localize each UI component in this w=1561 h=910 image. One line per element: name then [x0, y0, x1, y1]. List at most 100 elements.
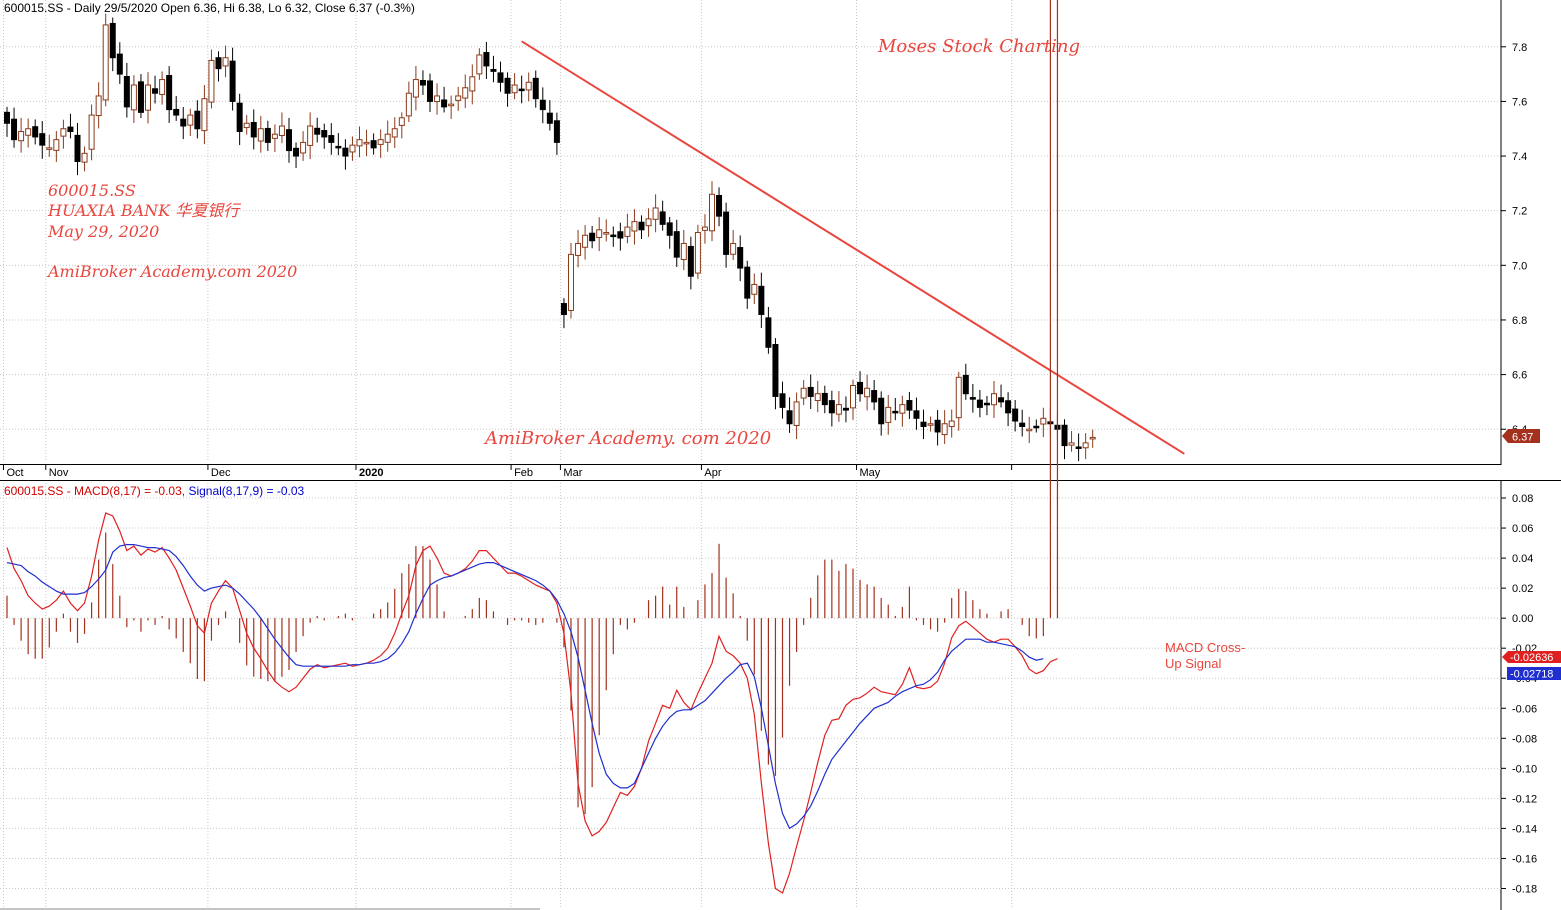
candle-body	[864, 387, 871, 398]
candle-body	[434, 95, 441, 103]
candle-body	[4, 111, 10, 124]
candle-body	[53, 139, 60, 151]
candle-body	[109, 22, 116, 59]
watermark-left: AmiBroker Academy.com 2020	[46, 262, 297, 281]
candle-body	[483, 52, 490, 67]
candle-body	[652, 207, 659, 220]
candle-body	[342, 147, 349, 157]
symbol-annotation: 600015.SS	[48, 181, 136, 200]
candle-body	[885, 406, 892, 423]
candle-body	[568, 253, 574, 311]
candle-body	[575, 242, 582, 256]
candle-body	[476, 54, 483, 75]
candle-body	[95, 95, 102, 117]
signal-last-value-label: -0.02718	[1510, 669, 1553, 681]
candle-body	[159, 79, 166, 95]
macd-last-value-label: -0.02636	[1510, 652, 1553, 664]
candle-body	[102, 24, 109, 101]
candle-body	[243, 122, 250, 129]
candle-body	[991, 393, 997, 406]
candle-body	[913, 410, 920, 419]
candle-body	[631, 221, 638, 232]
candle-body	[300, 141, 307, 154]
date-tick-label: 2020	[359, 467, 383, 479]
candle-body	[532, 77, 539, 100]
candle-body	[236, 102, 243, 132]
candle-body	[828, 400, 835, 414]
candlestick-series	[4, 13, 1096, 462]
macd-tick-label: 0.00	[1512, 613, 1533, 625]
candle-body	[504, 77, 511, 94]
candle-body	[370, 140, 377, 149]
candle-body	[208, 59, 215, 103]
macd-cross-annotation-line2: Up Signal	[1165, 656, 1221, 671]
candle-body	[934, 419, 941, 433]
candle-body	[427, 80, 433, 102]
date-tick-label: Mar	[563, 467, 582, 479]
candle-body	[81, 152, 88, 163]
candle-body	[314, 127, 321, 135]
candle-body	[525, 81, 532, 91]
candle-body	[687, 245, 694, 277]
candle-body	[582, 234, 589, 248]
candle-body	[539, 99, 546, 111]
candle-body	[624, 226, 631, 237]
macd-last-value-marker: -0.02636	[1502, 651, 1561, 664]
candle-body	[46, 147, 53, 150]
candle-body	[807, 386, 814, 397]
candle-body	[490, 68, 497, 72]
date-tick-label: May	[860, 467, 881, 479]
signal-last-value-marker: -0.02718	[1507, 667, 1561, 681]
candle-body	[25, 128, 32, 136]
price-tick-label: 7.6	[1512, 96, 1527, 108]
candle-body	[1075, 446, 1082, 449]
candle-body	[1026, 428, 1033, 432]
candle-body	[998, 397, 1005, 403]
candle-body	[1019, 422, 1026, 427]
candle-body	[349, 144, 356, 153]
candle-body	[173, 108, 180, 116]
candle-body	[123, 75, 130, 108]
candle-body	[18, 130, 25, 142]
watermark-center: AmiBroker Academy. com 2020	[483, 428, 771, 449]
candle-body	[405, 92, 412, 117]
candle-body	[553, 120, 560, 143]
candle-body	[356, 139, 363, 147]
macd-title-label: 600015.SS - MACD(8,17) = -0.03,	[4, 484, 186, 498]
candle-body	[892, 410, 899, 414]
candle-body	[751, 283, 758, 295]
macd-tick-label: -0.06	[1512, 703, 1537, 715]
candle-body	[955, 376, 962, 419]
candle-body	[187, 114, 194, 126]
date-annotation: May 29, 2020	[47, 222, 159, 241]
price-tick-label: 7.8	[1512, 42, 1527, 54]
macd-tick-label: 0.02	[1512, 583, 1533, 595]
candle-body	[328, 135, 335, 143]
candle-body	[589, 232, 596, 242]
candle-body	[709, 193, 715, 232]
candle-body	[737, 247, 744, 269]
candle-body	[610, 234, 617, 238]
brand-annotation: Moses Stock Charting	[877, 36, 1080, 57]
date-tick-label: Apr	[704, 467, 721, 479]
candle-body	[32, 126, 39, 138]
candle-body	[264, 127, 271, 143]
company-annotation: HUAXIA BANK 华夏银行	[47, 201, 241, 220]
downtrend-line	[521, 40, 1185, 455]
candle-body	[694, 232, 701, 274]
candle-body	[835, 404, 842, 415]
candle-body	[335, 145, 342, 149]
macd-pane-title: 600015.SS - MACD(8,17) = -0.03, Signal(8…	[4, 484, 304, 498]
price-date-gridlines	[2, 0, 1013, 462]
candle-body	[976, 399, 983, 408]
candle-body	[137, 81, 144, 113]
candle-body	[293, 147, 300, 157]
candle-body	[391, 128, 398, 138]
candle-body	[194, 110, 201, 130]
candle-body	[659, 211, 666, 225]
candle-body	[250, 121, 257, 138]
candle-body	[67, 126, 74, 132]
candle-body	[511, 84, 518, 94]
candle-body	[166, 75, 173, 111]
candle-body	[779, 393, 786, 408]
